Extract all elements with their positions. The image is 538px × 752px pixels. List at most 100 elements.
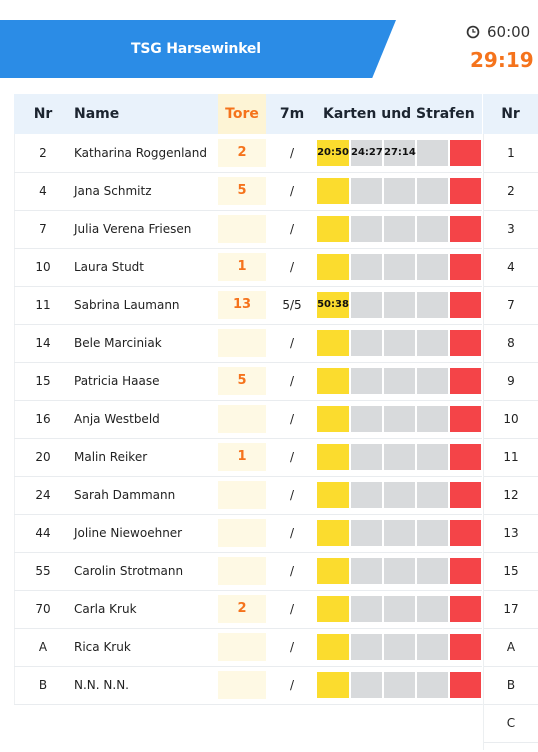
penalty-slot-2[interactable] — [384, 558, 415, 584]
yellow-card-slot[interactable] — [317, 254, 349, 280]
red-card-slot[interactable] — [450, 178, 481, 204]
red-card-slot[interactable] — [450, 482, 481, 508]
yellow-card-slot[interactable] — [317, 520, 349, 546]
goals-cell[interactable]: 5 — [218, 367, 266, 395]
bench-number[interactable]: 2 — [484, 172, 538, 211]
yellow-card-slot[interactable] — [317, 368, 349, 394]
penalty-slot-1[interactable] — [351, 558, 382, 584]
red-card-slot[interactable] — [450, 254, 481, 280]
bench-number[interactable]: 10 — [484, 400, 538, 439]
penalty-slot-3[interactable] — [417, 140, 448, 166]
yellow-card-slot[interactable] — [317, 406, 349, 432]
penalty-slot-2[interactable] — [384, 178, 415, 204]
penalty-slot-3[interactable] — [417, 672, 448, 698]
penalty-slot-2[interactable] — [384, 330, 415, 356]
yellow-card-slot[interactable] — [317, 672, 349, 698]
bench-number[interactable]: 7 — [484, 286, 538, 325]
penalty-slot-1[interactable] — [351, 254, 382, 280]
goals-cell[interactable] — [218, 633, 266, 661]
yellow-card-slot[interactable] — [317, 178, 349, 204]
penalty-slot-2[interactable] — [384, 406, 415, 432]
goals-cell[interactable] — [218, 329, 266, 357]
table-row[interactable]: 16 Anja Westbeld / — [14, 400, 482, 439]
table-row[interactable]: 14 Bele Marciniak / — [14, 324, 482, 363]
red-card-slot[interactable] — [450, 406, 481, 432]
goals-cell[interactable]: 5 — [218, 177, 266, 205]
red-card-slot[interactable] — [450, 216, 481, 242]
penalty-slot-1[interactable] — [351, 444, 382, 470]
yellow-card-slot[interactable] — [317, 216, 349, 242]
penalty-slot-1[interactable] — [351, 672, 382, 698]
goals-cell[interactable] — [218, 215, 266, 243]
penalty-slot-1[interactable]: 24:27 — [351, 140, 383, 166]
goals-cell[interactable] — [218, 405, 266, 433]
bench-number[interactable]: A — [484, 628, 538, 667]
penalty-slot-1[interactable] — [351, 520, 382, 546]
penalty-slot-3[interactable] — [417, 216, 448, 242]
penalty-slot-1[interactable] — [351, 292, 382, 318]
yellow-card-slot[interactable] — [317, 444, 349, 470]
penalty-slot-1[interactable] — [351, 368, 382, 394]
goals-cell[interactable] — [218, 481, 266, 509]
penalty-slot-2[interactable] — [384, 216, 415, 242]
table-row[interactable]: 2 Katharina Roggenland 2 / 20:50 24:27 27:14 — [14, 134, 482, 173]
penalty-slot-2[interactable] — [384, 672, 415, 698]
bench-number[interactable]: 11 — [484, 438, 538, 477]
goals-cell[interactable]: 1 — [218, 443, 266, 471]
goals-cell[interactable]: 2 — [218, 139, 266, 167]
table-row[interactable]: 20 Malin Reiker 1 / — [14, 438, 482, 477]
table-row[interactable]: 10 Laura Studt 1 / — [14, 248, 482, 287]
table-row[interactable]: 11 Sabrina Laumann 13 5/5 50:38 — [14, 286, 482, 325]
bench-number[interactable]: 15 — [484, 552, 538, 591]
red-card-slot[interactable] — [450, 140, 481, 166]
table-row[interactable]: 70 Carla Kruk 2 / — [14, 590, 482, 629]
penalty-slot-2[interactable]: 27:14 — [384, 140, 416, 166]
red-card-slot[interactable] — [450, 672, 481, 698]
penalty-slot-1[interactable] — [351, 596, 382, 622]
penalty-slot-3[interactable] — [417, 596, 448, 622]
red-card-slot[interactable] — [450, 444, 481, 470]
goals-cell[interactable] — [218, 519, 266, 547]
penalty-slot-1[interactable] — [351, 406, 382, 432]
penalty-slot-1[interactable] — [351, 634, 382, 660]
bench-number[interactable]: 8 — [484, 324, 538, 363]
penalty-slot-1[interactable] — [351, 178, 382, 204]
table-row[interactable]: B N.N. N.N. / — [14, 666, 482, 705]
bench-number[interactable]: 1 — [484, 134, 538, 173]
red-card-slot[interactable] — [450, 596, 481, 622]
bench-number[interactable]: 4 — [484, 248, 538, 287]
goals-cell[interactable]: 1 — [218, 253, 266, 281]
penalty-slot-3[interactable] — [417, 444, 448, 470]
table-row[interactable]: 7 Julia Verena Friesen / — [14, 210, 482, 249]
goals-cell[interactable]: 2 — [218, 595, 266, 623]
bench-number[interactable]: 13 — [484, 514, 538, 553]
bench-number[interactable]: 3 — [484, 210, 538, 249]
penalty-slot-2[interactable] — [384, 292, 415, 318]
bench-number[interactable]: C — [484, 704, 538, 743]
bench-number[interactable]: B — [484, 666, 538, 705]
yellow-card-slot[interactable] — [317, 558, 349, 584]
bench-number[interactable]: 12 — [484, 476, 538, 515]
penalty-slot-3[interactable] — [417, 178, 448, 204]
yellow-card-slot[interactable] — [317, 330, 349, 356]
penalty-slot-3[interactable] — [417, 368, 448, 394]
penalty-slot-2[interactable] — [384, 520, 415, 546]
red-card-slot[interactable] — [450, 330, 481, 356]
penalty-slot-2[interactable] — [384, 368, 415, 394]
penalty-slot-1[interactable] — [351, 330, 382, 356]
red-card-slot[interactable] — [450, 558, 481, 584]
penalty-slot-1[interactable] — [351, 216, 382, 242]
table-row[interactable]: 4 Jana Schmitz 5 / — [14, 172, 482, 211]
bench-number[interactable]: 9 — [484, 362, 538, 401]
red-card-slot[interactable] — [450, 634, 481, 660]
yellow-card-slot[interactable]: 50:38 — [317, 292, 349, 318]
penalty-slot-3[interactable] — [417, 330, 448, 356]
yellow-card-slot[interactable] — [317, 596, 349, 622]
yellow-card-slot[interactable] — [317, 634, 349, 660]
table-row[interactable]: 15 Patricia Haase 5 / — [14, 362, 482, 401]
penalty-slot-3[interactable] — [417, 254, 448, 280]
table-row[interactable]: 24 Sarah Dammann / — [14, 476, 482, 515]
penalty-slot-3[interactable] — [417, 406, 448, 432]
yellow-card-slot[interactable] — [317, 482, 349, 508]
penalty-slot-1[interactable] — [351, 482, 382, 508]
